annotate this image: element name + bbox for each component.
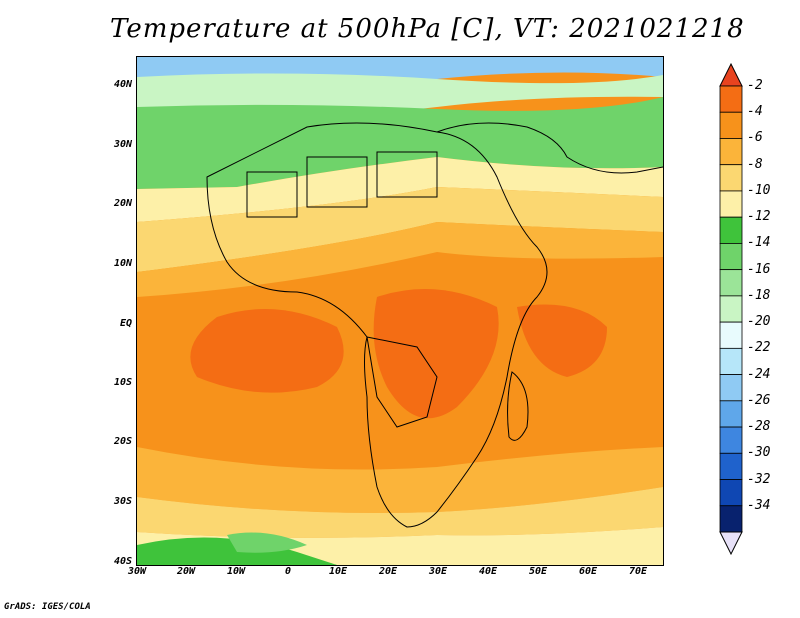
colorbar-label: -4 [747, 104, 763, 120]
colorbar-label: -20 [747, 314, 771, 330]
lat-label-20n: 20N [113, 198, 132, 209]
colorbar-label: -2 [747, 78, 763, 93]
credit-label: GrADS: IGES/COLA [4, 602, 91, 612]
colorbar-box [719, 374, 743, 402]
colorbar-box [719, 347, 743, 375]
colorbar-label: -28 [747, 419, 771, 435]
map-title: Temperature at 500hPa [C], VT: 202102121… [110, 14, 745, 44]
warm-core-indian [517, 304, 607, 377]
lon-label-50e: 50E [528, 566, 548, 577]
lon-label-60e: 60E [578, 566, 598, 577]
lat-label-30s: 30S [113, 496, 132, 507]
lon-label-10w: 10W [226, 566, 246, 577]
pale-band-north [137, 157, 663, 222]
colorbar-box [719, 295, 743, 323]
lon-label-30w: 30W [127, 566, 147, 577]
colorbar-label: -18 [747, 287, 771, 303]
lat-label-40n: 40N [113, 79, 132, 90]
colorbar-box [719, 243, 743, 271]
colorbar-label: -12 [747, 209, 771, 225]
colorbar-box [719, 479, 743, 507]
lon-label-20e: 20E [378, 566, 398, 577]
lon-label-40e: 40E [478, 566, 498, 577]
colorbar-label: -32 [747, 471, 771, 487]
colorbar-label: -16 [747, 261, 771, 277]
mediterranean-coast [436, 122, 663, 174]
temperature-map [136, 56, 664, 566]
yellow-band-south [137, 487, 663, 538]
colorbar-arrow-bottom [719, 531, 743, 556]
map-canvas [137, 57, 663, 565]
colorbar-box [719, 190, 743, 218]
colorbar-box [719, 321, 743, 349]
colorbar-box [719, 164, 743, 192]
colorbar-box [719, 216, 743, 244]
lon-label-30e: 30E [428, 566, 448, 577]
coastlines [206, 122, 663, 528]
lon-label-0: 0 [284, 566, 292, 577]
colorbar-box [719, 269, 743, 297]
green-patch-south [227, 532, 307, 553]
africa-coast [206, 122, 548, 528]
colorbar-label: -6 [747, 130, 763, 146]
warm-core-atlantic [190, 309, 344, 393]
colorbar-box [719, 505, 743, 533]
colorbar-label: -34 [747, 497, 771, 513]
colorbar-label: -14 [747, 235, 771, 251]
lat-label-20s: 20S [113, 436, 132, 447]
colorbar-label: -8 [747, 156, 763, 172]
madagascar [507, 371, 529, 441]
green-band-north [137, 97, 663, 189]
colorbar-box [719, 85, 743, 113]
lat-label-eq: EQ [119, 318, 132, 329]
lat-label-30n: 30N [113, 139, 132, 150]
colorbar-box [719, 426, 743, 454]
colorbar-label: -30 [747, 445, 771, 461]
lon-label-70e: 70E [628, 566, 648, 577]
colorbar-label: -22 [747, 340, 771, 356]
colorbar-box [719, 400, 743, 428]
colorbar-box [719, 452, 743, 480]
colorbar [719, 62, 743, 556]
colorbar-label: -26 [747, 392, 771, 408]
warm-core-africa [373, 289, 499, 419]
colorbar-label: -10 [747, 182, 771, 198]
lat-label-10s: 10S [113, 377, 132, 388]
lon-label-20w: 20W [176, 566, 196, 577]
colorbar-box [719, 138, 743, 166]
lat-label-10n: 10N [113, 258, 132, 269]
yellow-band-north [137, 187, 663, 272]
colorbar-box [719, 111, 743, 139]
colorbar-arrow-top [719, 62, 743, 87]
cool-band-north [137, 73, 663, 113]
central-borders [366, 336, 438, 428]
colorbar-label: -24 [747, 366, 771, 382]
lon-label-10e: 10E [328, 566, 348, 577]
north-borders [246, 151, 438, 218]
lat-label-40s: 40S [113, 556, 132, 567]
light-orange-band-south [137, 447, 663, 513]
